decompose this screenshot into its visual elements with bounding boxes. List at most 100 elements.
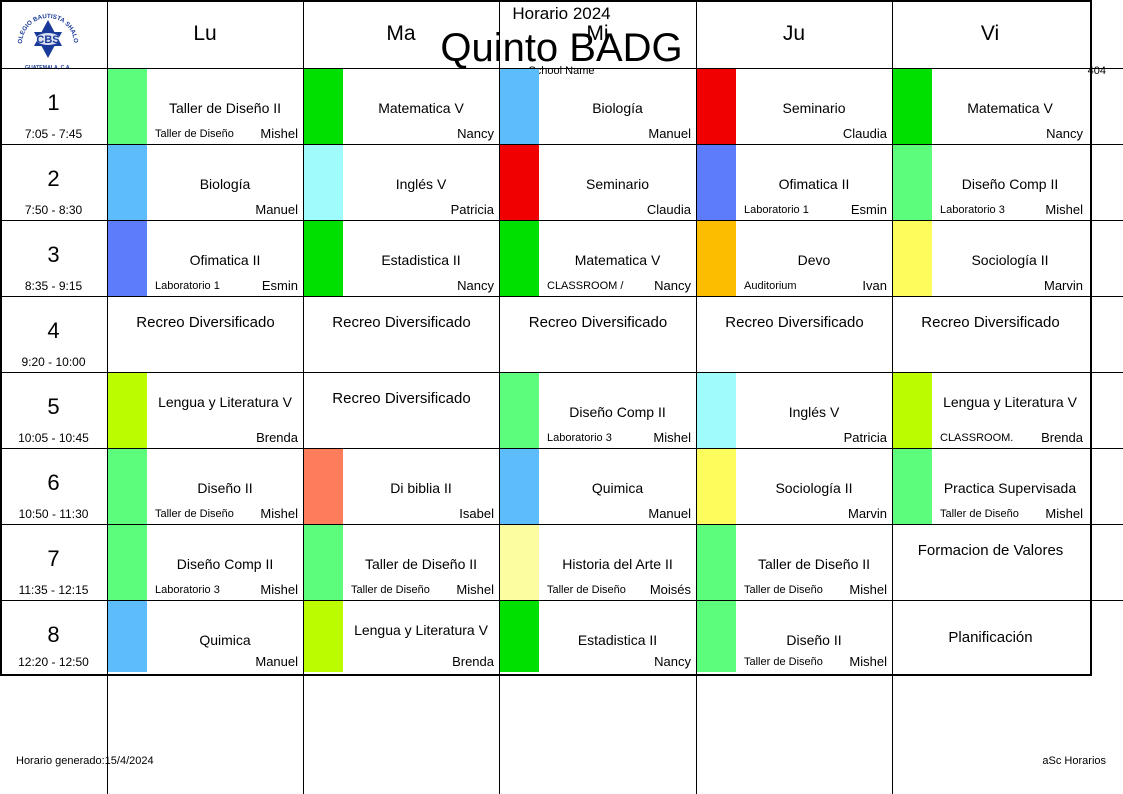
lesson-cell[interactable]: Seminario Claudia — [500, 145, 696, 220]
lesson-cell[interactable]: Taller de Diseño II Taller de Diseño Mishe… — [304, 525, 499, 600]
lesson-teacher: Claudia — [646, 202, 691, 217]
period-number: 6 — [47, 470, 60, 495]
lesson-teacher: Esmin — [850, 202, 887, 217]
lesson-cell[interactable]: Estadistica II Nancy — [304, 221, 499, 296]
lesson-cell[interactable]: Ofimatica II Laboratorio 1 Esmin — [697, 145, 892, 220]
lesson-teacher: Mishel — [1045, 506, 1083, 521]
lesson-cell[interactable]: Taller de Diseño II Taller de Diseño Mishe… — [697, 525, 892, 600]
lesson-subject: Inglés V — [395, 176, 447, 192]
lesson-subject: Recreo Diversificado — [136, 314, 275, 331]
lesson-cell[interactable]: Estadistica II Nancy — [500, 601, 696, 672]
lesson-subject: Diseño Comp II — [569, 404, 666, 420]
lesson-cell[interactable]: Diseño II Taller de Diseño Mishel — [697, 601, 892, 672]
lesson-cell[interactable]: Inglés V Patricia — [304, 145, 499, 220]
lesson-subject: Diseño Comp II — [176, 556, 274, 572]
period-cell: 2 7:50 - 8:30 — [0, 144, 107, 220]
lesson-cell[interactable]: Diseño Comp II Laboratorio 3 Mishel — [500, 373, 696, 448]
period-number: 2 — [47, 166, 60, 191]
lesson-cell[interactable]: Recreo Diversificado — [893, 297, 1088, 372]
lesson-cell[interactable]: Recreo Diversificado — [500, 297, 696, 372]
lesson-cell[interactable]: Inglés V Patricia — [697, 373, 892, 448]
lesson-teacher: Manuel — [255, 202, 298, 217]
lesson-subject: Biología — [199, 176, 251, 192]
lesson-subject: Matematica V — [574, 252, 661, 268]
grid-column-line — [696, 0, 697, 794]
lesson-subject: Historia del Arte II — [562, 556, 673, 572]
lesson-subject: Taller de Diseño II — [168, 100, 282, 116]
lesson-subject: Formacion de Valores — [917, 542, 1064, 559]
lesson-cell[interactable]: Formacion de Valores — [893, 525, 1088, 600]
lesson-cell[interactable]: Lengua y Literatura V Brenda — [304, 601, 499, 672]
lesson-teacher: Manuel — [255, 654, 298, 669]
lesson-cell[interactable]: Planificación — [893, 601, 1088, 672]
lesson-cell[interactable]: Matematica V Nancy — [304, 69, 499, 144]
lesson-subject: Practica Supervisada — [943, 480, 1077, 496]
lesson-cell[interactable]: Di biblia II Isabel — [304, 449, 499, 524]
lesson-cell[interactable]: Quimica Manuel — [108, 601, 303, 672]
lesson-cell[interactable]: Lengua y Literatura V Brenda — [108, 373, 303, 448]
period-time: 7:50 - 8:30 — [24, 203, 83, 217]
lesson-subject: Recreo Diversificado — [332, 390, 471, 407]
lesson-room: Taller de Diseño — [155, 128, 234, 140]
lesson-cell[interactable]: Ofimatica II Laboratorio 1 Esmin — [108, 221, 303, 296]
lesson-teacher: Nancy — [1046, 126, 1083, 141]
lesson-subject: Recreo Diversificado — [528, 314, 668, 331]
lesson-cell[interactable]: Matematica V Nancy — [893, 69, 1088, 144]
period-number: 8 — [47, 622, 60, 647]
grid-row-line — [0, 448, 1123, 449]
subject-color-stripe — [500, 145, 539, 220]
lesson-subject: Planificación — [948, 629, 1033, 646]
lesson-subject: Recreo Diversificado — [921, 314, 1060, 331]
grid-row-line — [0, 68, 1123, 69]
generated-date: Horario generado:15/4/2024 — [16, 755, 154, 767]
period-time: 10:50 - 11:30 — [18, 507, 89, 521]
period-time: 8:35 - 9:15 — [24, 279, 83, 293]
lesson-teacher: Brenda — [256, 430, 298, 445]
lesson-teacher: Moisés — [649, 582, 691, 597]
lesson-teacher: Isabel — [459, 506, 494, 521]
lesson-subject: Matematica V — [378, 100, 464, 116]
lesson-room: Laboratorio 1 — [744, 204, 809, 216]
lesson-cell[interactable]: Diseño Comp II Laboratorio 3 Mishel — [108, 525, 303, 600]
lesson-cell[interactable]: Lengua y Literatura V CLASSROOM. Brenda — [893, 373, 1088, 448]
lesson-subject: Inglés V — [788, 404, 840, 420]
lesson-cell[interactable]: Quimica Manuel — [500, 449, 696, 524]
subject-color-stripe — [304, 449, 343, 524]
lesson-cell[interactable]: Recreo Diversificado — [108, 297, 303, 372]
subject-color-stripe — [108, 145, 147, 220]
lesson-teacher: Nancy — [654, 278, 691, 293]
lesson-teacher: Mishel — [456, 582, 494, 597]
lesson-cell[interactable]: Taller de Diseño II Taller de Diseño Mishe… — [108, 69, 303, 144]
lesson-room: CLASSROOM / — [547, 280, 624, 292]
subject-color-stripe — [108, 601, 147, 672]
period-time: 10:05 - 10:45 — [18, 431, 89, 445]
lesson-cell[interactable]: Matematica V CLASSROOM / Nancy — [500, 221, 696, 296]
lesson-cell[interactable]: Historia del Arte II Taller de Diseño Mois… — [500, 525, 696, 600]
lesson-teacher: Patricia — [450, 202, 494, 217]
subject-color-stripe — [500, 373, 539, 448]
lesson-cell[interactable]: Practica Supervisada Taller de Diseño Mish… — [893, 449, 1088, 524]
lesson-room: Taller de Diseño — [940, 508, 1019, 520]
lesson-teacher: Mishel — [653, 430, 691, 445]
lesson-teacher: Marvin — [847, 506, 887, 521]
lesson-cell[interactable]: Sociología II Marvin — [697, 449, 892, 524]
lesson-teacher: Brenda — [1041, 430, 1083, 445]
subject-color-stripe — [108, 69, 147, 144]
subject-color-stripe — [108, 449, 147, 524]
lesson-cell[interactable]: Biología Manuel — [500, 69, 696, 144]
lesson-cell[interactable]: Diseño Comp II Laboratorio 3 Mishel — [893, 145, 1088, 220]
subject-color-stripe — [697, 69, 736, 144]
period-cell: 6 10:50 - 11:30 — [0, 448, 107, 524]
lesson-subject: Recreo Diversificado — [332, 314, 471, 331]
lesson-cell[interactable]: Recreo Diversificado — [697, 297, 892, 372]
period-cell: 3 8:35 - 9:15 — [0, 220, 107, 296]
lesson-cell[interactable]: Devo Auditorium Ivan — [697, 221, 892, 296]
lesson-cell[interactable]: Diseño II Taller de Diseño Mishel — [108, 449, 303, 524]
lesson-cell[interactable]: Sociología II Marvin — [893, 221, 1088, 296]
lesson-cell[interactable]: Biología Manuel — [108, 145, 303, 220]
lesson-cell[interactable]: Seminario Claudia — [697, 69, 892, 144]
lesson-cell[interactable]: Recreo Diversificado — [304, 373, 499, 448]
lesson-cell[interactable]: Recreo Diversificado — [304, 297, 499, 372]
lesson-teacher: Mishel — [849, 654, 887, 669]
